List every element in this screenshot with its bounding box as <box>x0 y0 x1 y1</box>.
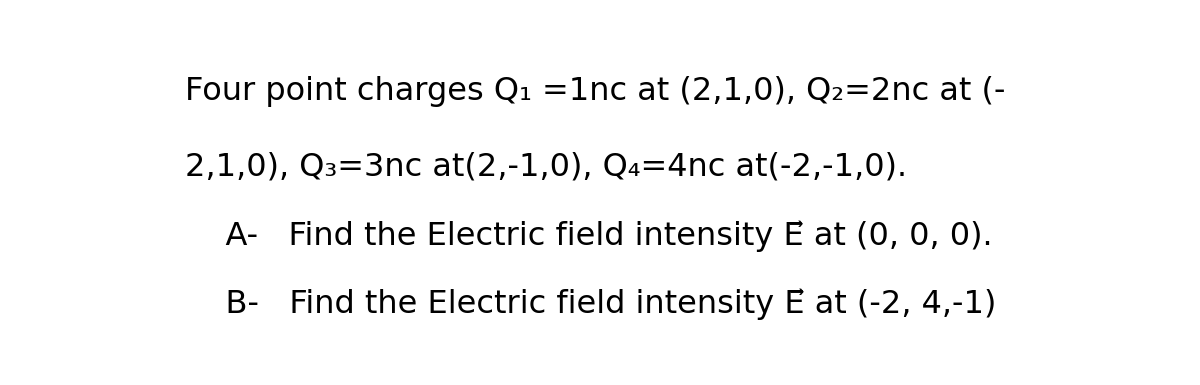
Text: A-   Find the Electric field intensity E⃗ at (0, 0, 0).: A- Find the Electric field intensity E⃗ … <box>185 220 992 252</box>
Text: B-   Find the Electric field intensity E⃗ at (-2, 4,-1): B- Find the Electric field intensity E⃗ … <box>185 289 997 320</box>
Text: 2,1,0), Q₃=3nc at(2,-1,0), Q₄=4nc at(-2,-1,0).: 2,1,0), Q₃=3nc at(2,-1,0), Q₄=4nc at(-2,… <box>185 151 907 182</box>
Text: Four point charges Q₁ =1nc at (2,1,0), Q₂=2nc at (-: Four point charges Q₁ =1nc at (2,1,0), Q… <box>185 75 1006 107</box>
